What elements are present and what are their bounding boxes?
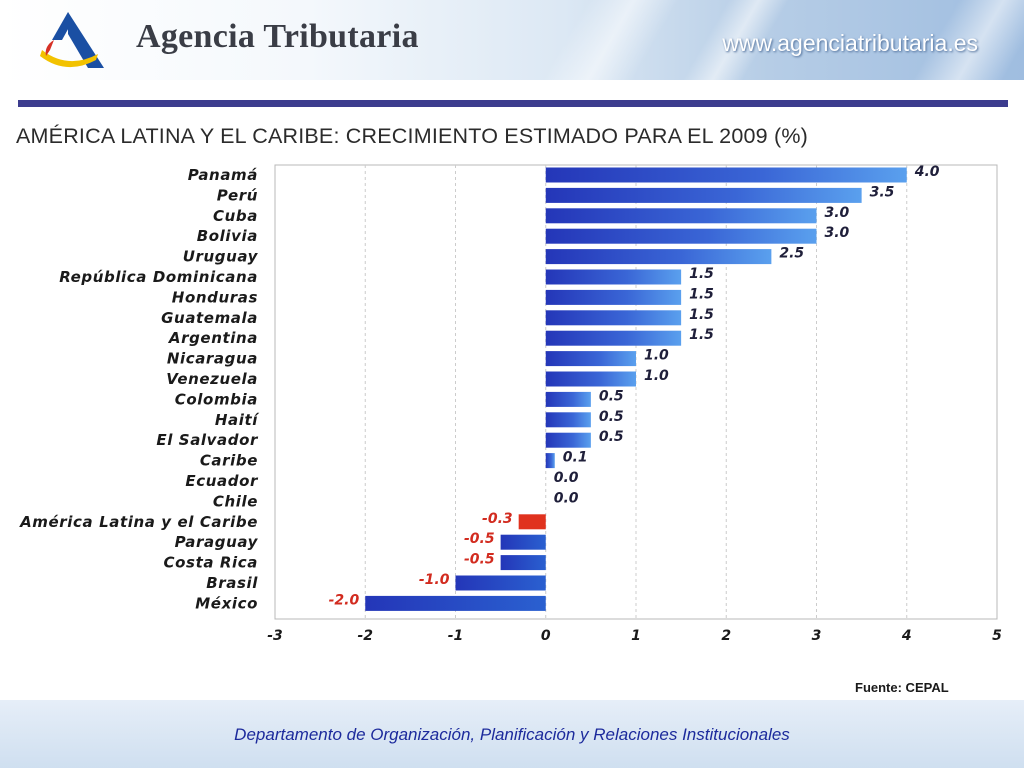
bar <box>545 310 682 326</box>
bar <box>545 330 682 346</box>
agency-name: Agencia Tributaria <box>136 18 419 55</box>
bar <box>545 289 682 305</box>
value-label: 1.5 <box>689 307 714 323</box>
category-label: República Dominicana <box>59 268 258 286</box>
category-label: Caribe <box>200 452 258 470</box>
bar <box>545 187 862 203</box>
value-labels: 4.0 3.5 3.0 3.0 2.5 1.5 1.5 1.5 1.5 1.0 1.0 0.5 0.5 0… <box>329 164 940 608</box>
value-label: 1.5 <box>689 266 714 282</box>
value-label: 0.0 <box>554 470 579 486</box>
footer-text: Departamento de Organización, Planificac… <box>234 725 790 744</box>
value-label: 0.5 <box>599 388 624 404</box>
chart-title: AMÉRICA LATINA Y EL CARIBE: CRECIMIENTO … <box>16 124 809 148</box>
value-label: 4.0 <box>914 164 940 180</box>
value-label: 1.5 <box>689 327 714 343</box>
header-light-streak <box>519 0 691 80</box>
category-label: Haití <box>215 411 260 429</box>
website-link[interactable]: www.agenciatributaria.es <box>722 30 978 56</box>
category-label: Panamá <box>188 166 258 184</box>
bar <box>500 555 546 571</box>
category-label: El Salvador <box>156 431 259 449</box>
x-tick-label: 2 <box>721 628 731 644</box>
value-label: 3.0 <box>825 205 850 221</box>
value-label: 0.1 <box>563 450 588 466</box>
category-label: Chile <box>213 492 258 510</box>
category-label: Ecuador <box>185 472 259 490</box>
value-label: -1.0 <box>419 572 450 588</box>
x-tick-label: 1 <box>631 628 641 644</box>
value-label: 0.0 <box>554 490 579 506</box>
header-divider <box>18 100 1008 107</box>
category-label: Venezuela <box>166 370 258 388</box>
category-label: Costa Rica <box>164 554 258 572</box>
x-tick-label: 5 <box>992 628 1002 644</box>
bar <box>545 208 817 224</box>
x-tick-label: -3 <box>267 628 283 644</box>
x-tick-label: -1 <box>448 628 464 644</box>
category-labels: Panamá Perú Cuba Bolivia Uruguay República Do… <box>19 166 260 612</box>
value-label: -2.0 <box>329 592 360 608</box>
bar <box>365 595 546 611</box>
value-label: 0.5 <box>599 429 624 445</box>
bar <box>545 412 591 428</box>
bar <box>455 575 546 591</box>
value-label: -0.5 <box>464 531 495 547</box>
value-label: 0.5 <box>599 409 624 425</box>
bar <box>545 249 772 265</box>
header-banner: Agencia Tributaria www.agenciatributaria… <box>0 0 1024 80</box>
x-axis-ticks: -3 -2 -1 0 1 2 3 4 5 <box>267 628 1002 644</box>
bar <box>545 432 591 448</box>
category-label: Argentina <box>168 329 258 347</box>
bar <box>545 167 907 183</box>
bars <box>365 167 907 611</box>
category-label: América Latina y el Caribe <box>19 513 258 531</box>
x-tick-label: 3 <box>812 628 822 644</box>
category-label: Perú <box>217 186 258 204</box>
value-label: -0.3 <box>482 511 513 527</box>
category-label: Brasil <box>206 574 258 592</box>
value-label: 1.5 <box>689 286 714 302</box>
bar <box>545 371 636 387</box>
bar <box>545 269 682 285</box>
bar <box>518 514 546 530</box>
value-label: 3.5 <box>870 184 895 200</box>
bar <box>545 453 555 469</box>
chart-source: Fuente: CEPAL <box>855 680 949 695</box>
x-tick-label: -2 <box>357 628 373 644</box>
value-label: 2.5 <box>779 246 804 262</box>
category-label: Honduras <box>172 288 258 306</box>
bar <box>545 391 591 407</box>
category-label: México <box>195 594 258 612</box>
category-label: Uruguay <box>183 248 259 266</box>
bar <box>500 534 546 550</box>
footer-banner: Departamento de Organización, Planificac… <box>0 700 1024 768</box>
category-label: Guatemala <box>161 309 258 327</box>
category-label: Paraguay <box>175 533 259 551</box>
x-tick-label: 0 <box>541 628 551 644</box>
category-label: Bolivia <box>197 227 258 245</box>
category-label: Cuba <box>213 207 258 225</box>
value-label: -0.5 <box>464 552 495 568</box>
category-label: Nicaragua <box>167 350 258 368</box>
growth-bar-chart: Panamá Perú Cuba Bolivia Uruguay República Do… <box>19 164 1002 644</box>
category-label: Colombia <box>175 390 258 408</box>
x-tick-label: 4 <box>901 628 912 644</box>
value-label: 1.0 <box>644 368 669 384</box>
bar <box>545 228 817 244</box>
value-label: 1.0 <box>644 348 669 364</box>
value-label: 3.0 <box>825 225 850 241</box>
agency-logo-icon <box>40 12 104 68</box>
bar <box>545 351 636 367</box>
